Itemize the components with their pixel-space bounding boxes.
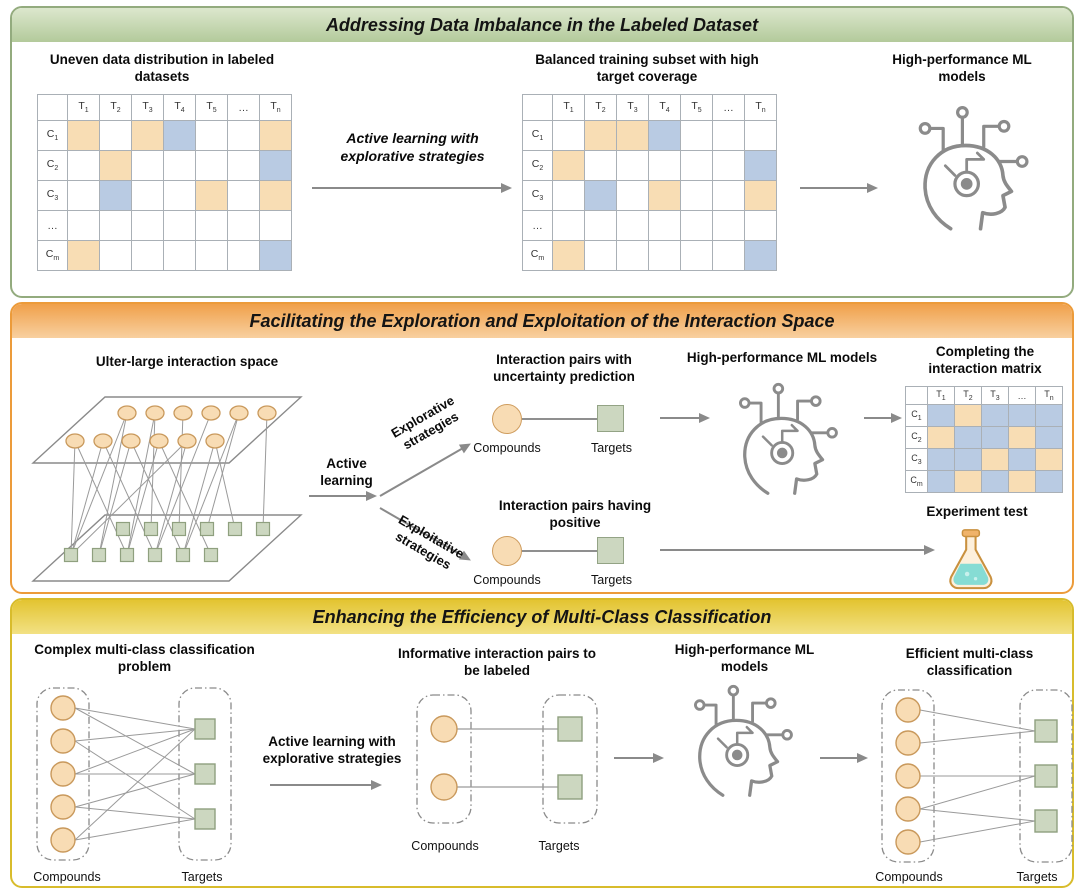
target-node-uncertainty	[597, 405, 624, 432]
targets-label-uncertainty: Targets	[591, 441, 632, 455]
informative-pairs-caption: Informative interaction pairs to be labe…	[397, 646, 597, 678]
arrow-model-to-efficient	[820, 752, 868, 764]
completing-matrix-caption: Completing the interaction matrix	[928, 344, 1042, 376]
ml-model-icon-p3	[667, 682, 817, 802]
targets-label-efficient: Targets	[1016, 870, 1058, 884]
panel2-body: Ulter-large interaction space	[12, 338, 1072, 592]
ml-model-icon-p1	[892, 102, 1052, 237]
ml-models-caption-p3: High-performance ML models	[674, 642, 815, 674]
targets-label-informative: Targets	[538, 839, 580, 853]
arrow-balanced-to-model	[800, 182, 878, 194]
compounds-label-uncertainty: Compounds	[473, 441, 541, 455]
target-nodes	[1034, 719, 1058, 833]
targets-label-complex: Targets	[181, 870, 223, 884]
classification-edges	[74, 707, 196, 841]
compound-node-uncertainty	[492, 404, 522, 434]
compound-nodes	[430, 715, 458, 801]
ml-head-circuit-icon	[918, 106, 1029, 231]
uneven-distribution-caption: Uneven data distribution in labeled data…	[49, 52, 275, 84]
compounds-box	[416, 694, 472, 824]
ml-head-circuit-icon	[694, 684, 793, 797]
compounds-label-positive: Compounds	[473, 573, 541, 587]
panel-data-imbalance: Addressing Data Imbalance in the Labeled…	[10, 6, 1074, 298]
compounds-label-efficient: Compounds	[875, 870, 943, 884]
target-nodes	[557, 716, 583, 800]
complex-problem-caption: Complex multi-class classification probl…	[34, 642, 255, 674]
interaction-space-graph	[31, 396, 303, 582]
targets-label-positive: Targets	[591, 573, 632, 587]
arrow-uneven-to-balanced	[312, 182, 512, 194]
panel-multiclass: Enhancing the Efficiency of Multi-Class …	[10, 598, 1074, 888]
ml-models-caption-p1: High-performance ML models	[892, 52, 1032, 84]
balanced-subset-caption: Balanced training subset with high targe…	[535, 52, 759, 84]
ml-model-icon-p2	[712, 380, 862, 500]
panel-interaction-space: Facilitating the Exploration and Exploit…	[10, 302, 1074, 594]
uncertainty-pairs-caption: Interaction pairs with uncertainty predi…	[493, 352, 635, 384]
active-learning-arrow-label: Active learning with explorative strateg…	[340, 130, 485, 164]
compounds-box	[881, 689, 935, 863]
explorative-strategies-label: Explorative strategies	[388, 392, 462, 453]
complex-classification-graph	[36, 687, 232, 861]
arrow-uncertainty-to-model	[660, 412, 710, 424]
flask-icon	[949, 529, 993, 590]
panel1-header: Addressing Data Imbalance in the Labeled…	[12, 8, 1072, 42]
compound-nodes	[65, 405, 277, 449]
compound-nodes	[50, 695, 76, 853]
arrow-model-to-matrix	[864, 412, 902, 424]
efficient-classification-graph	[881, 689, 1073, 863]
target-node-positive	[597, 537, 624, 564]
compounds-box	[36, 687, 90, 861]
compounds-label-complex: Compounds	[33, 870, 101, 884]
panel3-title: Enhancing the Efficiency of Multi-Class …	[312, 606, 772, 627]
compound-nodes	[895, 697, 921, 855]
panel2-title: Facilitating the Exploration and Exploit…	[249, 310, 835, 331]
panel3-header: Enhancing the Efficiency of Multi-Class …	[12, 600, 1072, 634]
active-learning-arrow-label-p3: Active learning with explorative strateg…	[262, 734, 402, 766]
panel3-body: Complex multi-class classification probl…	[12, 634, 1073, 886]
informative-pairs-graph	[416, 694, 598, 824]
compound-node-positive	[492, 536, 522, 566]
pair-link-positive	[522, 550, 597, 552]
pair-link-uncertainty	[522, 418, 597, 420]
compounds-label-informative: Compounds	[411, 839, 479, 853]
ml-models-caption-p2: High-performance ML models	[686, 350, 878, 365]
balanced-data-matrix: T1 T2 T3 T4 T5… Tn C1 C2 C3… Cm	[522, 94, 777, 271]
active-learning-label: Active learning	[320, 456, 373, 488]
arrow-informative-to-model	[614, 752, 664, 764]
panel1-body: Uneven data distribution in labeled data…	[12, 42, 1072, 296]
target-nodes	[63, 521, 271, 563]
efficient-classification-caption: Efficient multi-class classification	[905, 646, 1034, 678]
panel1-title: Addressing Data Imbalance in the Labeled…	[325, 14, 759, 35]
arrow-complex-to-informative	[270, 779, 382, 791]
positive-pairs-caption: Interaction pairs having positive	[498, 498, 652, 530]
interaction-space-caption: Ulter-large interaction space	[95, 354, 279, 369]
uneven-data-matrix: T1 T2 T3 T4 T5… Tn C1 C2 C3… Cm	[37, 94, 292, 271]
classification-edges	[919, 709, 1036, 843]
arrow-into-branch	[309, 490, 377, 502]
panel2-header: Facilitating the Exploration and Exploit…	[12, 304, 1072, 338]
target-nodes	[194, 718, 216, 830]
experiment-test-caption: Experiment test	[926, 504, 1028, 519]
targets-box	[542, 694, 598, 824]
arrow-positive-to-experiment	[660, 544, 935, 556]
interaction-matrix: T1 T2 T3… Tn C1 C2 C3 Cm	[905, 386, 1063, 493]
ml-head-circuit-icon	[739, 382, 838, 495]
pair-edges	[457, 728, 558, 788]
